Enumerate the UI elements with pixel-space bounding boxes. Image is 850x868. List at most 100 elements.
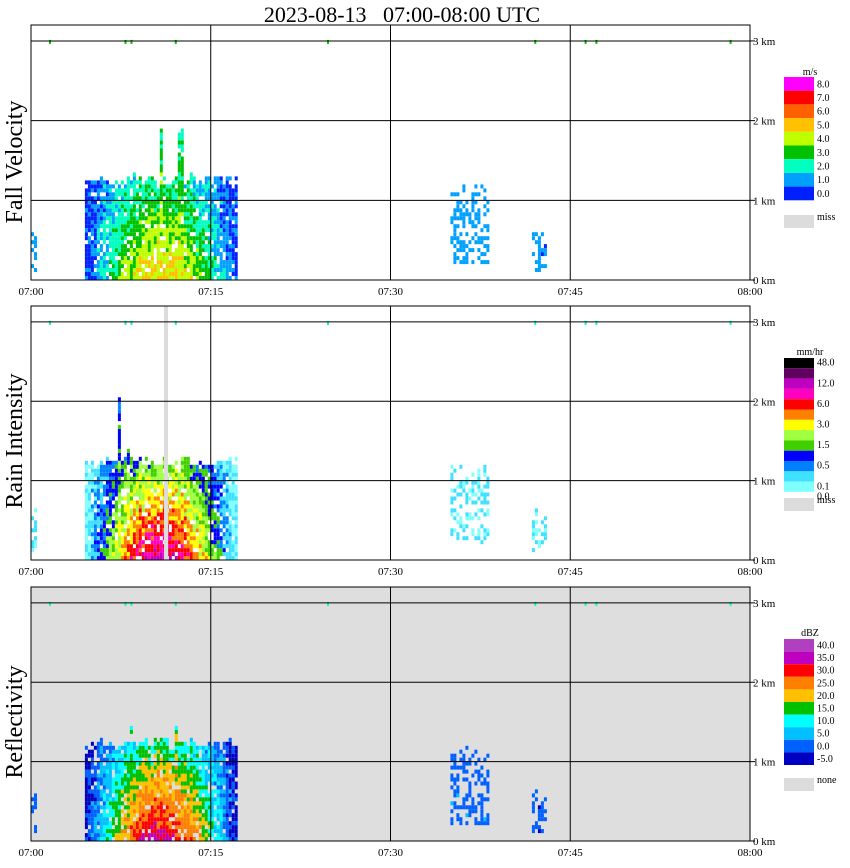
echo-cell <box>201 512 205 517</box>
echo-cell <box>183 745 187 750</box>
echo-cell <box>99 248 103 253</box>
echo-cell <box>156 785 160 790</box>
echo-cell <box>483 757 487 762</box>
echo-cell <box>483 244 487 249</box>
echo-cell <box>114 240 118 245</box>
echo-cell <box>198 552 202 557</box>
echo-cell <box>156 805 160 810</box>
echo-cell <box>132 833 136 838</box>
echo-cell <box>450 821 454 826</box>
echo-cell <box>144 256 148 261</box>
echo-cell <box>198 460 202 465</box>
echo-cell <box>141 781 145 786</box>
echo-cell <box>219 472 223 477</box>
echo-cell <box>174 745 178 750</box>
echo-cell <box>210 464 214 469</box>
echo-cell <box>111 476 115 481</box>
echo-cell <box>93 228 97 233</box>
echo-cell <box>129 741 133 746</box>
echo-cell <box>450 765 454 770</box>
echo-cell <box>477 532 481 537</box>
echo-cell <box>477 821 481 826</box>
echo-cell <box>468 757 472 762</box>
echo-cell <box>147 232 151 237</box>
echo-cell <box>117 460 121 465</box>
echo-speck <box>595 320 598 325</box>
echo-cell <box>228 488 232 493</box>
echo-cell <box>174 500 178 505</box>
echo-cell <box>195 516 199 521</box>
echo-cell <box>84 236 88 241</box>
echo-cell <box>192 544 196 549</box>
echo-cell <box>219 224 223 229</box>
echo-cell <box>156 484 160 489</box>
echo-cell <box>174 749 178 754</box>
echo-cell <box>114 484 118 489</box>
echo-cell <box>90 773 94 778</box>
echo-cell <box>114 224 118 229</box>
echo-cell <box>453 757 457 762</box>
echo-cell <box>222 761 226 766</box>
echo-cell <box>219 520 223 525</box>
echo-cell <box>477 496 481 501</box>
echo-cell <box>189 172 193 177</box>
echo-cell <box>129 212 133 217</box>
echo-cell <box>192 781 196 786</box>
echo-cell <box>31 528 34 533</box>
echo-cell <box>90 200 94 205</box>
echo-cell <box>162 825 166 830</box>
echo-cell <box>219 765 223 770</box>
echo-cell <box>192 512 196 517</box>
echo-cell <box>168 480 172 485</box>
echo-cell <box>180 741 184 746</box>
echo-cell <box>168 821 172 826</box>
echo-cell <box>34 805 37 810</box>
echo-cell <box>537 236 541 241</box>
echo-cell <box>144 456 148 461</box>
echo-cell <box>117 224 121 229</box>
echo-cell <box>108 192 112 197</box>
echo-cell <box>174 252 178 257</box>
echo-cell <box>228 232 232 237</box>
echo-cell <box>120 472 124 477</box>
echo-cell <box>219 228 223 233</box>
echo-cell <box>228 460 232 465</box>
echo-cell <box>126 212 130 217</box>
echo-cell <box>138 268 142 272</box>
echo-cell <box>180 797 184 802</box>
echo-cell <box>147 837 151 841</box>
echo-cell <box>216 761 220 766</box>
echo-cell <box>159 480 163 485</box>
echo-cell <box>468 488 472 493</box>
echo-cell <box>114 749 118 754</box>
echo-cell <box>192 753 196 758</box>
echo-cell <box>144 200 148 205</box>
echo-cell <box>114 208 118 213</box>
echo-cell <box>201 837 205 841</box>
echo-cell <box>153 833 157 838</box>
echo-cell <box>177 140 181 145</box>
echo-cell <box>153 741 157 746</box>
echo-cell <box>156 753 160 758</box>
echo-cell <box>141 500 145 505</box>
echo-cell <box>192 180 196 185</box>
echo-cell <box>117 524 121 529</box>
echo-cell <box>114 228 118 233</box>
echo-cell <box>180 781 184 786</box>
echo-cell <box>456 785 460 790</box>
echo-cell <box>201 184 205 189</box>
echo-cell <box>180 244 184 249</box>
echo-cell <box>159 492 163 497</box>
echo-cell <box>147 825 151 830</box>
echo-cell <box>483 236 487 241</box>
echo-cell <box>213 532 217 537</box>
echo-cell <box>216 793 220 798</box>
echo-cell <box>135 552 139 557</box>
echo-cell <box>99 256 103 261</box>
echo-cell <box>87 212 91 217</box>
echo-cell <box>129 512 133 517</box>
echo-cell <box>192 749 196 754</box>
scale-swatch <box>784 702 814 715</box>
echo-cell <box>111 789 115 794</box>
